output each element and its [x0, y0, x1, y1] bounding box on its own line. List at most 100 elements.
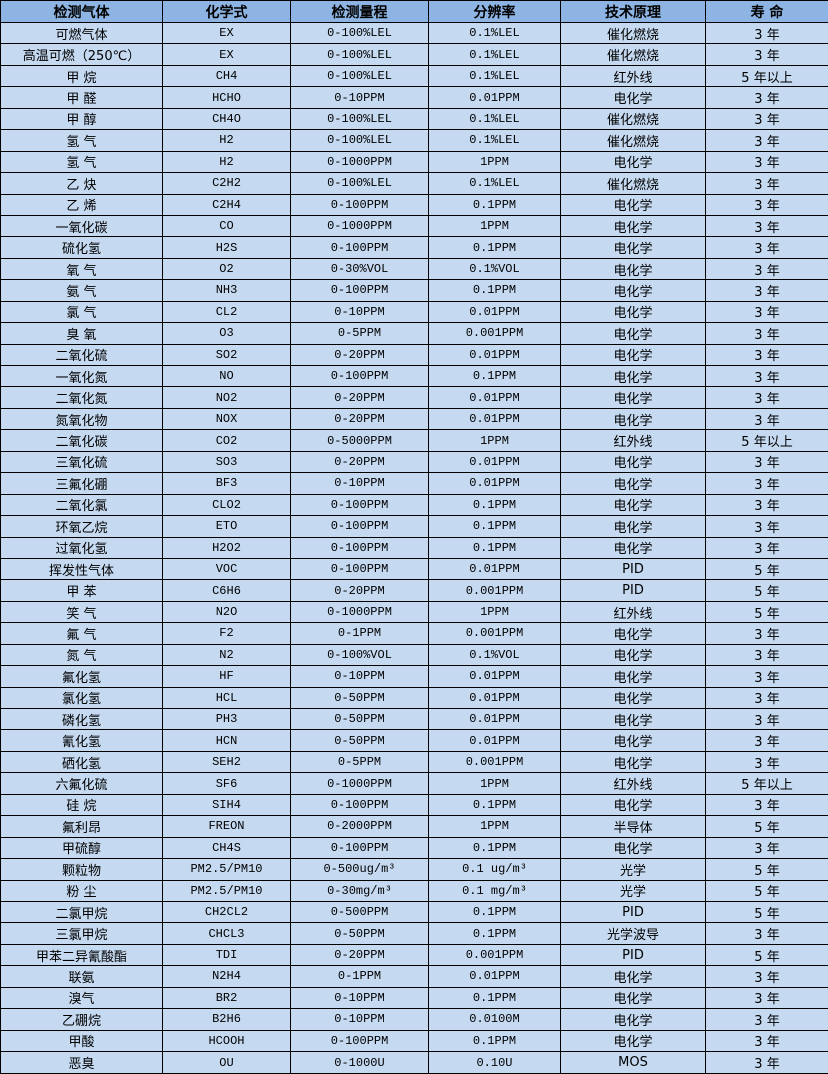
- table-row: 溴气 BR2 0-10PPM 0.1PPM 电化学 3 年: [0, 986, 828, 1010]
- cell-detection-range: 0-20PPM: [290, 579, 429, 602]
- table-row: 氢 气 H2 0-100%LEL 0.1%LEL 催化燃烧 3 年: [0, 129, 828, 152]
- cell-chemical-formula: VOC: [162, 557, 291, 581]
- cell-lifespan: 5 年: [705, 900, 828, 924]
- cell-detection-range: 0-500ug/m³: [290, 858, 429, 881]
- table-row: 可燃气体 EX 0-100%LEL 0.1%LEL 催化燃烧 3 年: [0, 21, 828, 45]
- cell-lifespan: 3 年: [705, 986, 828, 1010]
- cell-lifespan: 3 年: [705, 536, 828, 559]
- cell-lifespan: 3 年: [705, 729, 828, 752]
- cell-resolution: 0.1%LEL: [428, 129, 561, 152]
- cell-resolution: 1PPM: [428, 429, 561, 452]
- cell-chemical-formula: PM2.5/PM10: [162, 858, 291, 881]
- cell-lifespan: 3 年: [705, 965, 828, 988]
- cell-detection-range: 0-100PPM: [290, 536, 429, 559]
- table-row: 三氧化硫 SO3 0-20PPM 0.01PPM 电化学 3 年: [0, 450, 828, 474]
- table-row: 乙 炔 C2H2 0-100%LEL 0.1%LEL 催化燃烧 3 年: [0, 172, 828, 195]
- cell-detection-range: 0-100%LEL: [290, 107, 429, 131]
- cell-technical-principle: 电化学: [560, 622, 706, 645]
- cell-detection-range: 0-100PPM: [290, 493, 429, 517]
- cell-detection-range: 0-500PPM: [290, 900, 429, 924]
- column-header-gas-name: 检测气体: [0, 0, 163, 23]
- cell-detection-range: 0-100PPM: [290, 1029, 429, 1053]
- cell-resolution: 0.1%VOL: [428, 643, 561, 667]
- cell-gas-name: 可燃气体: [0, 21, 163, 45]
- table-row: 氟化氢 HF 0-10PPM 0.01PPM 电化学 3 年: [0, 665, 828, 688]
- cell-chemical-formula: C2H4: [162, 193, 291, 216]
- cell-technical-principle: 电化学: [560, 729, 706, 752]
- cell-lifespan: 3 年: [705, 107, 828, 131]
- cell-chemical-formula: SO2: [162, 343, 291, 367]
- cell-detection-range: 0-10PPM: [290, 665, 429, 688]
- cell-technical-principle: 电化学: [560, 343, 706, 367]
- cell-resolution: 0.1PPM: [428, 836, 561, 860]
- cell-gas-name: 甲 烷: [0, 64, 163, 88]
- cell-resolution: 0.01PPM: [428, 343, 561, 367]
- cell-lifespan: 3 年: [705, 450, 828, 474]
- cell-technical-principle: 电化学: [560, 793, 706, 817]
- cell-chemical-formula: NOX: [162, 407, 291, 431]
- cell-technical-principle: 催化燃烧: [560, 21, 706, 45]
- cell-resolution: 0.01PPM: [428, 665, 561, 688]
- cell-resolution: 0.1PPM: [428, 515, 561, 538]
- cell-gas-name: 溴气: [0, 986, 163, 1010]
- cell-gas-name: 氧 气: [0, 257, 163, 281]
- cell-gas-name: 挥发性气体: [0, 557, 163, 581]
- cell-gas-name: 臭 氧: [0, 322, 163, 345]
- cell-lifespan: 3 年: [705, 643, 828, 667]
- cell-technical-principle: 电化学: [560, 236, 706, 259]
- cell-lifespan: 5 年: [705, 557, 828, 581]
- cell-technical-principle: 光学: [560, 879, 706, 902]
- cell-technical-principle: 催化燃烧: [560, 43, 706, 66]
- header-row: 检测气体 化学式 检测量程 分辨率 技术原理寿 命: [0, 0, 828, 23]
- cell-technical-principle: 电化学: [560, 515, 706, 538]
- cell-gas-name: 粉 尘: [0, 879, 163, 902]
- cell-resolution: 0.001PPM: [428, 943, 561, 967]
- column-header-lifespan: 寿 命: [705, 0, 828, 23]
- cell-lifespan: 3 年: [705, 407, 828, 431]
- cell-resolution: 1PPM: [428, 150, 561, 174]
- cell-technical-principle: 电化学: [560, 707, 706, 731]
- cell-technical-principle: 电化学: [560, 686, 706, 710]
- cell-lifespan: 3 年: [705, 1008, 828, 1031]
- cell-resolution: 0.1 ug/m³: [428, 858, 561, 881]
- cell-technical-principle: 红外线: [560, 600, 706, 624]
- cell-gas-name: 硫化氢: [0, 236, 163, 259]
- cell-lifespan: 5 年: [705, 579, 828, 602]
- cell-resolution: 0.01PPM: [428, 707, 561, 731]
- cell-detection-range: 0-100%LEL: [290, 172, 429, 195]
- cell-detection-range: 0-2000PPM: [290, 815, 429, 838]
- table-row: 三氯甲烷 CHCL3 0-50PPM 0.1PPM 光学波导 3 年: [0, 922, 828, 945]
- cell-gas-name: 笑 气: [0, 600, 163, 624]
- table-row: 甲苯二异氰酸酯 TDI 0-20PPM 0.001PPM PID 5 年: [0, 943, 828, 967]
- cell-gas-name: 乙硼烷: [0, 1008, 163, 1031]
- column-header-resolution: 分辨率: [428, 0, 561, 23]
- cell-chemical-formula: O3: [162, 322, 291, 345]
- table-row: 氮氧化物 NOX 0-20PPM 0.01PPM 电化学 3 年: [0, 407, 828, 431]
- cell-gas-name: 甲苯二异氰酸酯: [0, 943, 163, 967]
- cell-technical-principle: 电化学: [560, 643, 706, 667]
- cell-gas-name: 环氧乙烷: [0, 515, 163, 538]
- cell-chemical-formula: SF6: [162, 772, 291, 795]
- cell-technical-principle: 电化学: [560, 472, 706, 495]
- cell-technical-principle: 电化学: [560, 1008, 706, 1031]
- cell-technical-principle: PID: [560, 557, 706, 581]
- cell-resolution: 0.01PPM: [428, 407, 561, 431]
- cell-lifespan: 3 年: [705, 257, 828, 281]
- cell-technical-principle: PID: [560, 943, 706, 967]
- cell-detection-range: 0-100PPM: [290, 793, 429, 817]
- cell-resolution: 0.01PPM: [428, 300, 561, 324]
- cell-chemical-formula: CH4S: [162, 836, 291, 860]
- table-row: 氯 气 CL2 0-10PPM 0.01PPM 电化学 3 年: [0, 300, 828, 324]
- cell-lifespan: 3 年: [705, 279, 828, 302]
- cell-lifespan: 3 年: [705, 193, 828, 216]
- cell-chemical-formula: NH3: [162, 279, 291, 302]
- cell-detection-range: 0-50PPM: [290, 922, 429, 945]
- cell-resolution: 0.001PPM: [428, 622, 561, 645]
- cell-technical-principle: 红外线: [560, 429, 706, 452]
- cell-gas-name: 氢 气: [0, 129, 163, 152]
- table-row: 二氧化硫 SO2 0-20PPM 0.01PPM 电化学 3 年: [0, 343, 828, 367]
- cell-technical-principle: 电化学: [560, 364, 706, 388]
- cell-technical-principle: 电化学: [560, 836, 706, 860]
- cell-lifespan: 3 年: [705, 793, 828, 817]
- cell-chemical-formula: N2O: [162, 600, 291, 624]
